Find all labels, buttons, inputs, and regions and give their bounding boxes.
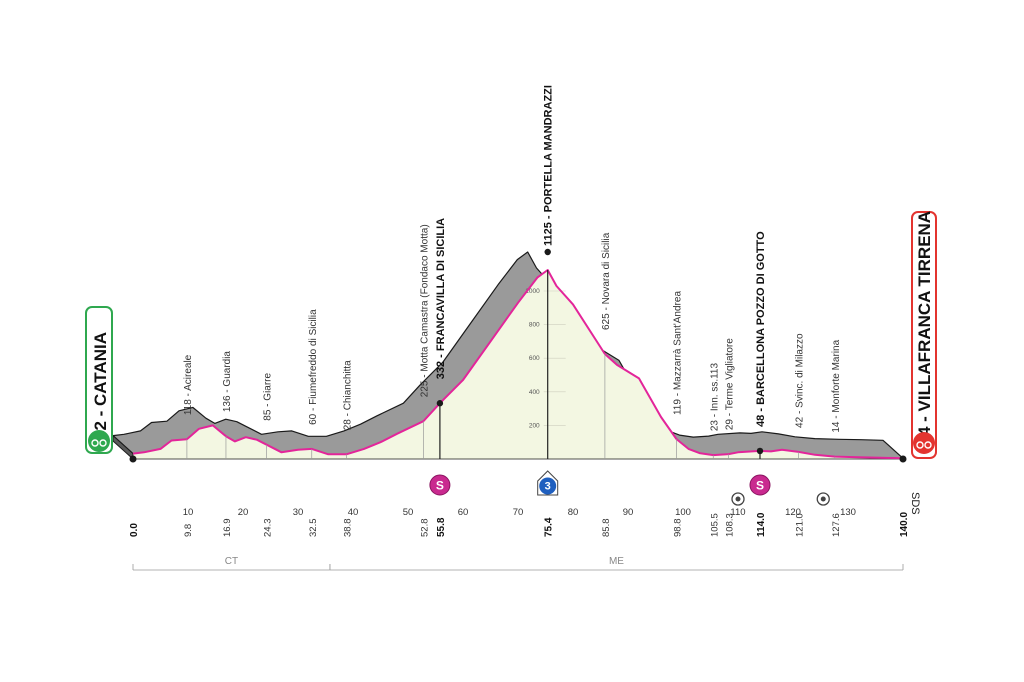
point-label: 118 - Acireale [183,354,194,415]
marker-symbol: 3 [545,481,551,493]
km-scale-label: 50 [403,507,414,518]
km-tick-layer: 0.0 9.8 16.9 24.3 32.5 38.8 52.8 55.8 75.4 85.8 98… [129,507,910,537]
point-dot [544,248,551,256]
start-bike-icon [88,430,110,452]
km-scale-label: 70 [513,507,524,518]
sprint-icon [749,474,771,496]
km-scale-label: 100 [675,507,691,518]
altitude-label: 1000 [525,288,540,295]
km-tick-label: 127.6 [831,513,842,537]
km-tick-label: 98.8 [672,519,683,538]
finish-bike-wheel [916,441,924,449]
point-label: 42 - Svinc. di Milazzo [795,333,806,428]
marker-symbol: S [436,479,444,493]
marker-symbol: S [756,479,764,493]
feed-zone-icon-dot [735,496,741,502]
km-scale-label: 60 [458,507,469,518]
km-scale-label: 80 [568,507,579,518]
km-scale-label: 120 [785,507,801,518]
altitude-label: 800 [529,322,540,329]
km-scale-label: 20 [238,507,249,518]
point-dot [436,400,444,407]
point-label: 48 - BARCELLONA POZZO DI GOTTO [755,231,767,427]
point-label: 14 - Monforte Marina [831,339,842,432]
km-scale-label: 130 [840,507,856,518]
km-tick-label: 108.3 [725,513,736,537]
start-label: 32 - CATANIA [91,332,110,440]
start-bike-wheel [99,439,107,447]
point-label: 136 - Guardia [222,351,233,413]
point-label: 225 - Motta Camastra (Fondaco Motta) [419,224,430,397]
finish-label: 4 - VILLAFRANCA TIRRENA [915,211,934,436]
province-layer: CT ME [132,556,904,571]
point-label: 23 - Inn. ss.113 [709,363,720,432]
altitude-label: 200 [529,422,540,429]
km-tick-label: 55.8 [436,517,447,537]
altitude-label: 600 [529,355,540,362]
km-scale-label: 40 [348,507,359,518]
km-tick-label: 85.8 [601,519,612,538]
point-dot [756,447,764,455]
point-label: 60 - Fiumefreddo di Sicilia [308,309,319,425]
km-tick-label: 32.5 [308,519,319,538]
point-label: 625 - Novara di Sicilia [601,232,612,330]
finish-badge-frame [911,211,937,459]
km-tick-label: 114.0 [756,512,767,537]
point-label: 119 - Mazzarrà Sant'Andrea [672,291,683,415]
km-scale-label: 110 [730,507,745,518]
km-tick-label: 9.8 [183,524,194,537]
marker-layer: S 3 S [429,470,830,506]
sprint-icon [429,474,451,496]
point-label: 28 - Chianchitta [342,360,353,430]
finish-bike-wheel [924,441,932,449]
point-label: 1125 - PORTELLA MANDRAZZI [543,85,555,246]
sds-logo: SDS [909,492,921,515]
province-label: ME [609,556,624,567]
start-badge-frame [85,306,113,454]
point-label-layer: 118 - Acireale 136 - Guardia 85 - Giarre 60… [129,85,907,463]
km-tick-label: 105.5 [709,513,720,537]
province-label: CT [225,556,238,567]
point-dot [129,455,137,463]
point-label: 29 - Terme Vigliatore [725,338,736,430]
start-bike-wheel [91,439,99,447]
km-scale-label: 90 [623,507,634,518]
point-dot [899,455,907,463]
km-scale-label: 30 [293,507,304,518]
km-tick-label: 52.8 [419,519,430,538]
finish-badge: 4 - VILLAFRANCA TIRRENA [911,211,937,459]
finish-bike-icon [913,432,935,454]
km-tick-label: 16.9 [222,519,233,538]
km-tick-label: 140.0 [899,512,910,537]
kom-icon [539,477,557,495]
km-tick-label: 24.3 [263,519,274,538]
km-tick-label: 0.0 [129,523,140,537]
km-tick-label: 38.8 [342,519,353,538]
km-tick-label: 121.0 [795,513,806,537]
km-scale-label: 10 [183,507,194,518]
point-label: 85 - Giarre [263,372,274,420]
km-tick-label: 75.4 [544,517,555,537]
point-label: 332 - FRANCAVILLA DI SICILIA [435,218,447,379]
start-badge: 32 - CATANIA [85,306,113,454]
altitude-label: 400 [529,389,540,396]
feed-zone-icon-dot [820,496,826,502]
